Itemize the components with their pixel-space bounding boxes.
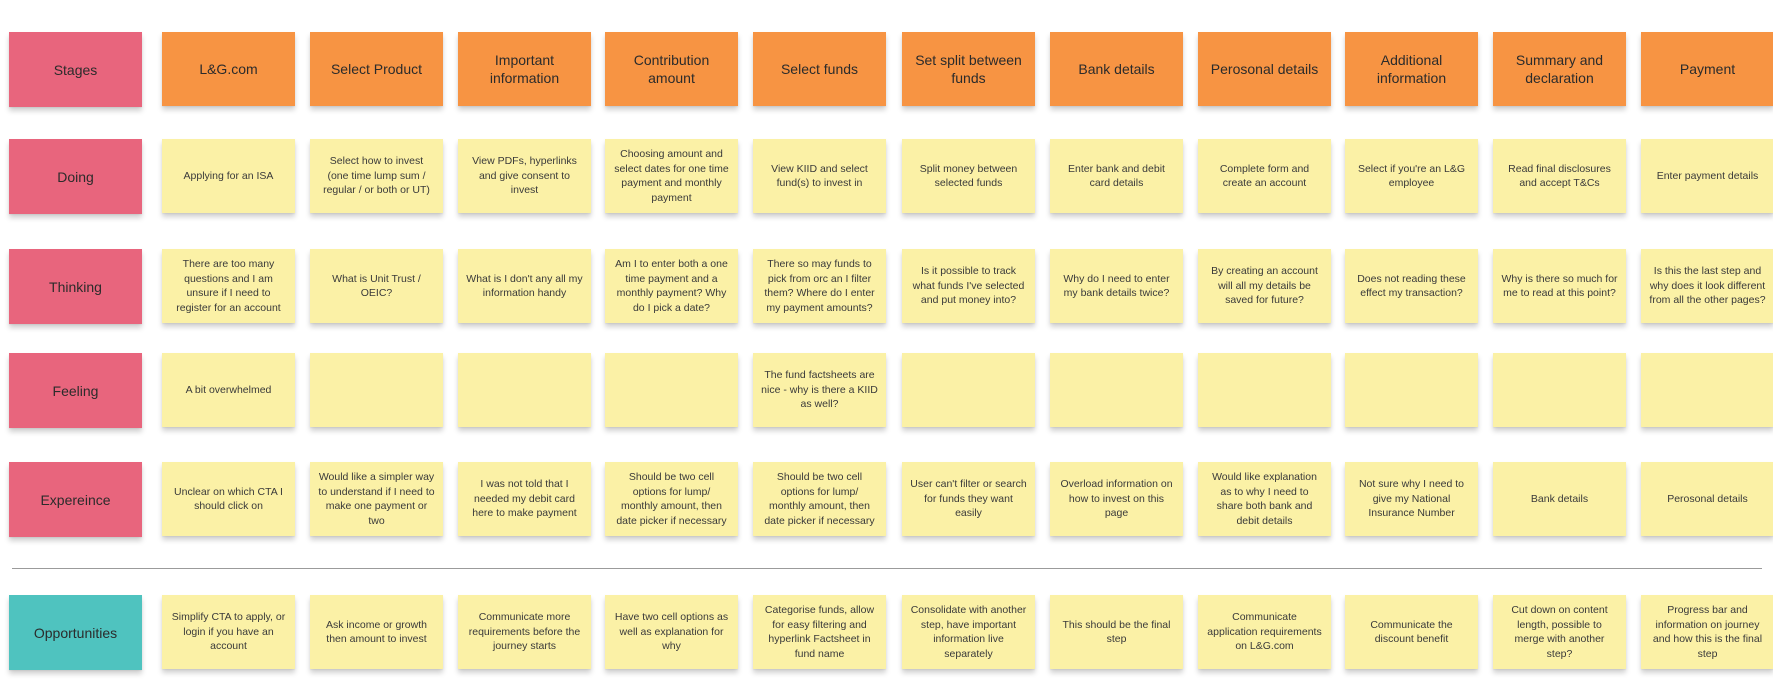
feeling-note (310, 353, 443, 427)
opportunity-note: This should be the final step (1050, 595, 1183, 669)
row-label-feeling: Feeling (9, 353, 142, 428)
stage-note: Set split between funds (902, 32, 1035, 106)
stage-note: Perosonal details (1198, 32, 1331, 106)
feeling-note: The fund factsheets are nice - why is th… (753, 353, 886, 427)
stage-note: Select Product (310, 32, 443, 106)
doing-note: Enter bank and debit card details (1050, 139, 1183, 213)
section-divider (12, 568, 1762, 569)
stage-note: Payment (1641, 32, 1773, 106)
row-label-thinking: Thinking (9, 249, 142, 324)
doing-note: Choosing amount and select dates for one… (605, 139, 738, 213)
stage-note: Additional information (1345, 32, 1478, 106)
doing-note: Select how to invest (one time lump sum … (310, 139, 443, 213)
thinking-note: Is this the last step and why does it lo… (1641, 249, 1773, 323)
row-label-doing: Doing (9, 139, 142, 214)
feeling-note (1641, 353, 1773, 427)
experience-note: Bank details (1493, 462, 1626, 536)
experience-note: Should be two cell options for lump/ mon… (605, 462, 738, 536)
opportunity-note: Communicate more requirements before the… (458, 595, 591, 669)
stage-note: Contribution amount (605, 32, 738, 106)
opportunity-note: Progress bar and information on journey … (1641, 595, 1773, 669)
thinking-note: Is it possible to track what funds I've … (902, 249, 1035, 323)
feeling-note (605, 353, 738, 427)
row-label-opportunities: Opportunities (9, 595, 142, 670)
opportunity-note: Consolidate with another step, have impo… (902, 595, 1035, 669)
opportunity-note: Ask income or growth then amount to inve… (310, 595, 443, 669)
thinking-note: Am I to enter both a one time payment an… (605, 249, 738, 323)
thinking-note: Why is there so much for me to read at t… (1493, 249, 1626, 323)
feeling-note (902, 353, 1035, 427)
experience-note: Perosonal details (1641, 462, 1773, 536)
opportunity-note: Have two cell options as well as explana… (605, 595, 738, 669)
experience-note: Should be two cell options for lump/ mon… (753, 462, 886, 536)
thinking-note: There so may funds to pick from orc an I… (753, 249, 886, 323)
stage-note: Important information (458, 32, 591, 106)
doing-note: Split money between selected funds (902, 139, 1035, 213)
thinking-note: What is I don't any all my information h… (458, 249, 591, 323)
opportunity-note: Simplify CTA to apply, or login if you h… (162, 595, 295, 669)
experience-note: Would like explanation as to why I need … (1198, 462, 1331, 536)
opportunity-note: Cut down on content length, possible to … (1493, 595, 1626, 669)
experience-note: Not sure why I need to give my National … (1345, 462, 1478, 536)
doing-note: Select if you're an L&G employee (1345, 139, 1478, 213)
experience-note: I was not told that I needed my debit ca… (458, 462, 591, 536)
feeling-note (1493, 353, 1626, 427)
experience-note: User can't filter or search for funds th… (902, 462, 1035, 536)
experience-note: Would like a simpler way to understand i… (310, 462, 443, 536)
doing-note: Complete form and create an account (1198, 139, 1331, 213)
row-label-experience: Expereince (9, 462, 142, 537)
thinking-note: Why do I need to enter my bank details t… (1050, 249, 1183, 323)
feeling-note: A bit overwhelmed (162, 353, 295, 427)
opportunity-note: Communicate application requirements on … (1198, 595, 1331, 669)
doing-note: View KIID and select fund(s) to invest i… (753, 139, 886, 213)
experience-note: Unclear on which CTA I should click on (162, 462, 295, 536)
doing-note: Read final disclosures and accept T&Cs (1493, 139, 1626, 213)
doing-note: Enter payment details (1641, 139, 1773, 213)
opportunity-note: Communicate the discount benefit (1345, 595, 1478, 669)
feeling-note (1345, 353, 1478, 427)
doing-note: Applying for an ISA (162, 139, 295, 213)
stage-note: Bank details (1050, 32, 1183, 106)
row-label-stages: Stages (9, 32, 142, 107)
stage-note: Select funds (753, 32, 886, 106)
thinking-note: There are too many questions and I am un… (162, 249, 295, 323)
thinking-note: Does not reading these effect my transac… (1345, 249, 1478, 323)
stage-note: Summary and declaration (1493, 32, 1626, 106)
feeling-note (1050, 353, 1183, 427)
stage-note: L&G.com (162, 32, 295, 106)
thinking-note: What is Unit Trust / OEIC? (310, 249, 443, 323)
thinking-note: By creating an account will all my detai… (1198, 249, 1331, 323)
opportunity-note: Categorise funds, allow for easy filteri… (753, 595, 886, 669)
experience-note: Overload information on how to invest on… (1050, 462, 1183, 536)
feeling-note (1198, 353, 1331, 427)
feeling-note (458, 353, 591, 427)
doing-note: View PDFs, hyperlinks and give consent t… (458, 139, 591, 213)
